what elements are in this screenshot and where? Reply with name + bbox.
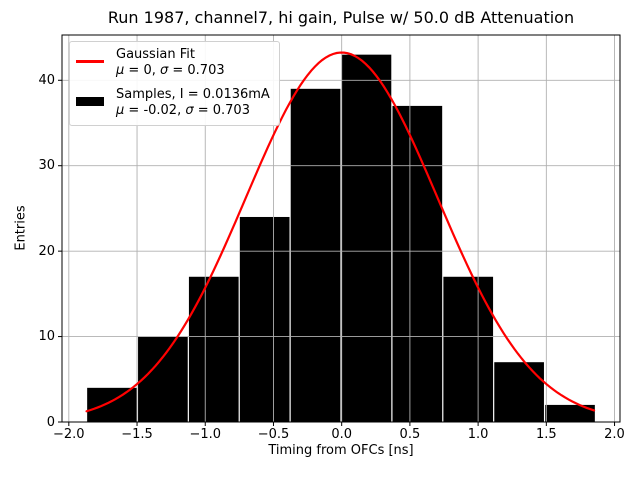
y-tick-label: 20 [38, 243, 55, 259]
legend-swatch-column [76, 59, 104, 63]
x-tick-label: −0.5 [257, 427, 290, 442]
histogram-bar [290, 88, 341, 422]
histogram-bar [443, 276, 494, 422]
legend-text: Samples, I = 0.0136mA μ = -0.02, σ = 0.70… [116, 87, 270, 119]
legend-stats: μ = 0, σ = 0.703 [116, 63, 225, 78]
histogram-bar [494, 362, 544, 422]
legend: Gaussian Fit μ = 0, σ = 0.703 Samples, I =… [69, 41, 280, 126]
x-tick-label: −1.5 [121, 427, 153, 442]
legend-line-swatch [76, 59, 104, 63]
y-axis-label: Entries [13, 205, 29, 251]
x-tick-label: 1.5 [535, 427, 557, 442]
legend-label: Samples, I = 0.0136mA [116, 87, 270, 102]
x-tick-label: 1.0 [467, 427, 489, 442]
y-tick-label: 40 [38, 72, 55, 88]
histogram-bar [239, 216, 290, 422]
x-tick-label: −2.0 [53, 427, 85, 442]
legend-swatch-column [76, 96, 104, 106]
histogram-bar [87, 387, 137, 422]
chart-title: Run 1987, channel7, hi gain, Pulse w/ 50… [107, 8, 575, 27]
x-tick-label: 0.0 [331, 427, 353, 442]
x-tick-label: 2.0 [604, 427, 625, 442]
x-tick-label: −1.0 [189, 427, 222, 442]
legend-entry: Samples, I = 0.0136mA μ = -0.02, σ = 0.70… [76, 87, 273, 119]
legend-entry: Gaussian Fit μ = 0, σ = 0.703 [76, 47, 273, 79]
y-tick-label: 10 [38, 329, 55, 345]
legend-stats: μ = -0.02, σ = 0.703 [116, 103, 250, 118]
axes-frame [61, 34, 621, 423]
histogram-bar [188, 276, 239, 422]
legend-rect-swatch [76, 96, 104, 106]
histogram-bar [545, 404, 595, 422]
gaussian-fit-curve [85, 51, 596, 413]
x-axis-label: Timing from OFCs [ns] [268, 443, 414, 458]
y-tick-label: 0 [46, 414, 55, 430]
legend-label: Gaussian Fit [116, 47, 196, 62]
histogram-bar [138, 336, 188, 422]
legend-text: Gaussian Fit μ = 0, σ = 0.703 [116, 47, 225, 79]
x-tick-label: 0.5 [399, 427, 421, 442]
histogram-bar [392, 105, 443, 422]
histogram-bar [341, 54, 392, 423]
y-tick-label: 30 [38, 158, 55, 174]
